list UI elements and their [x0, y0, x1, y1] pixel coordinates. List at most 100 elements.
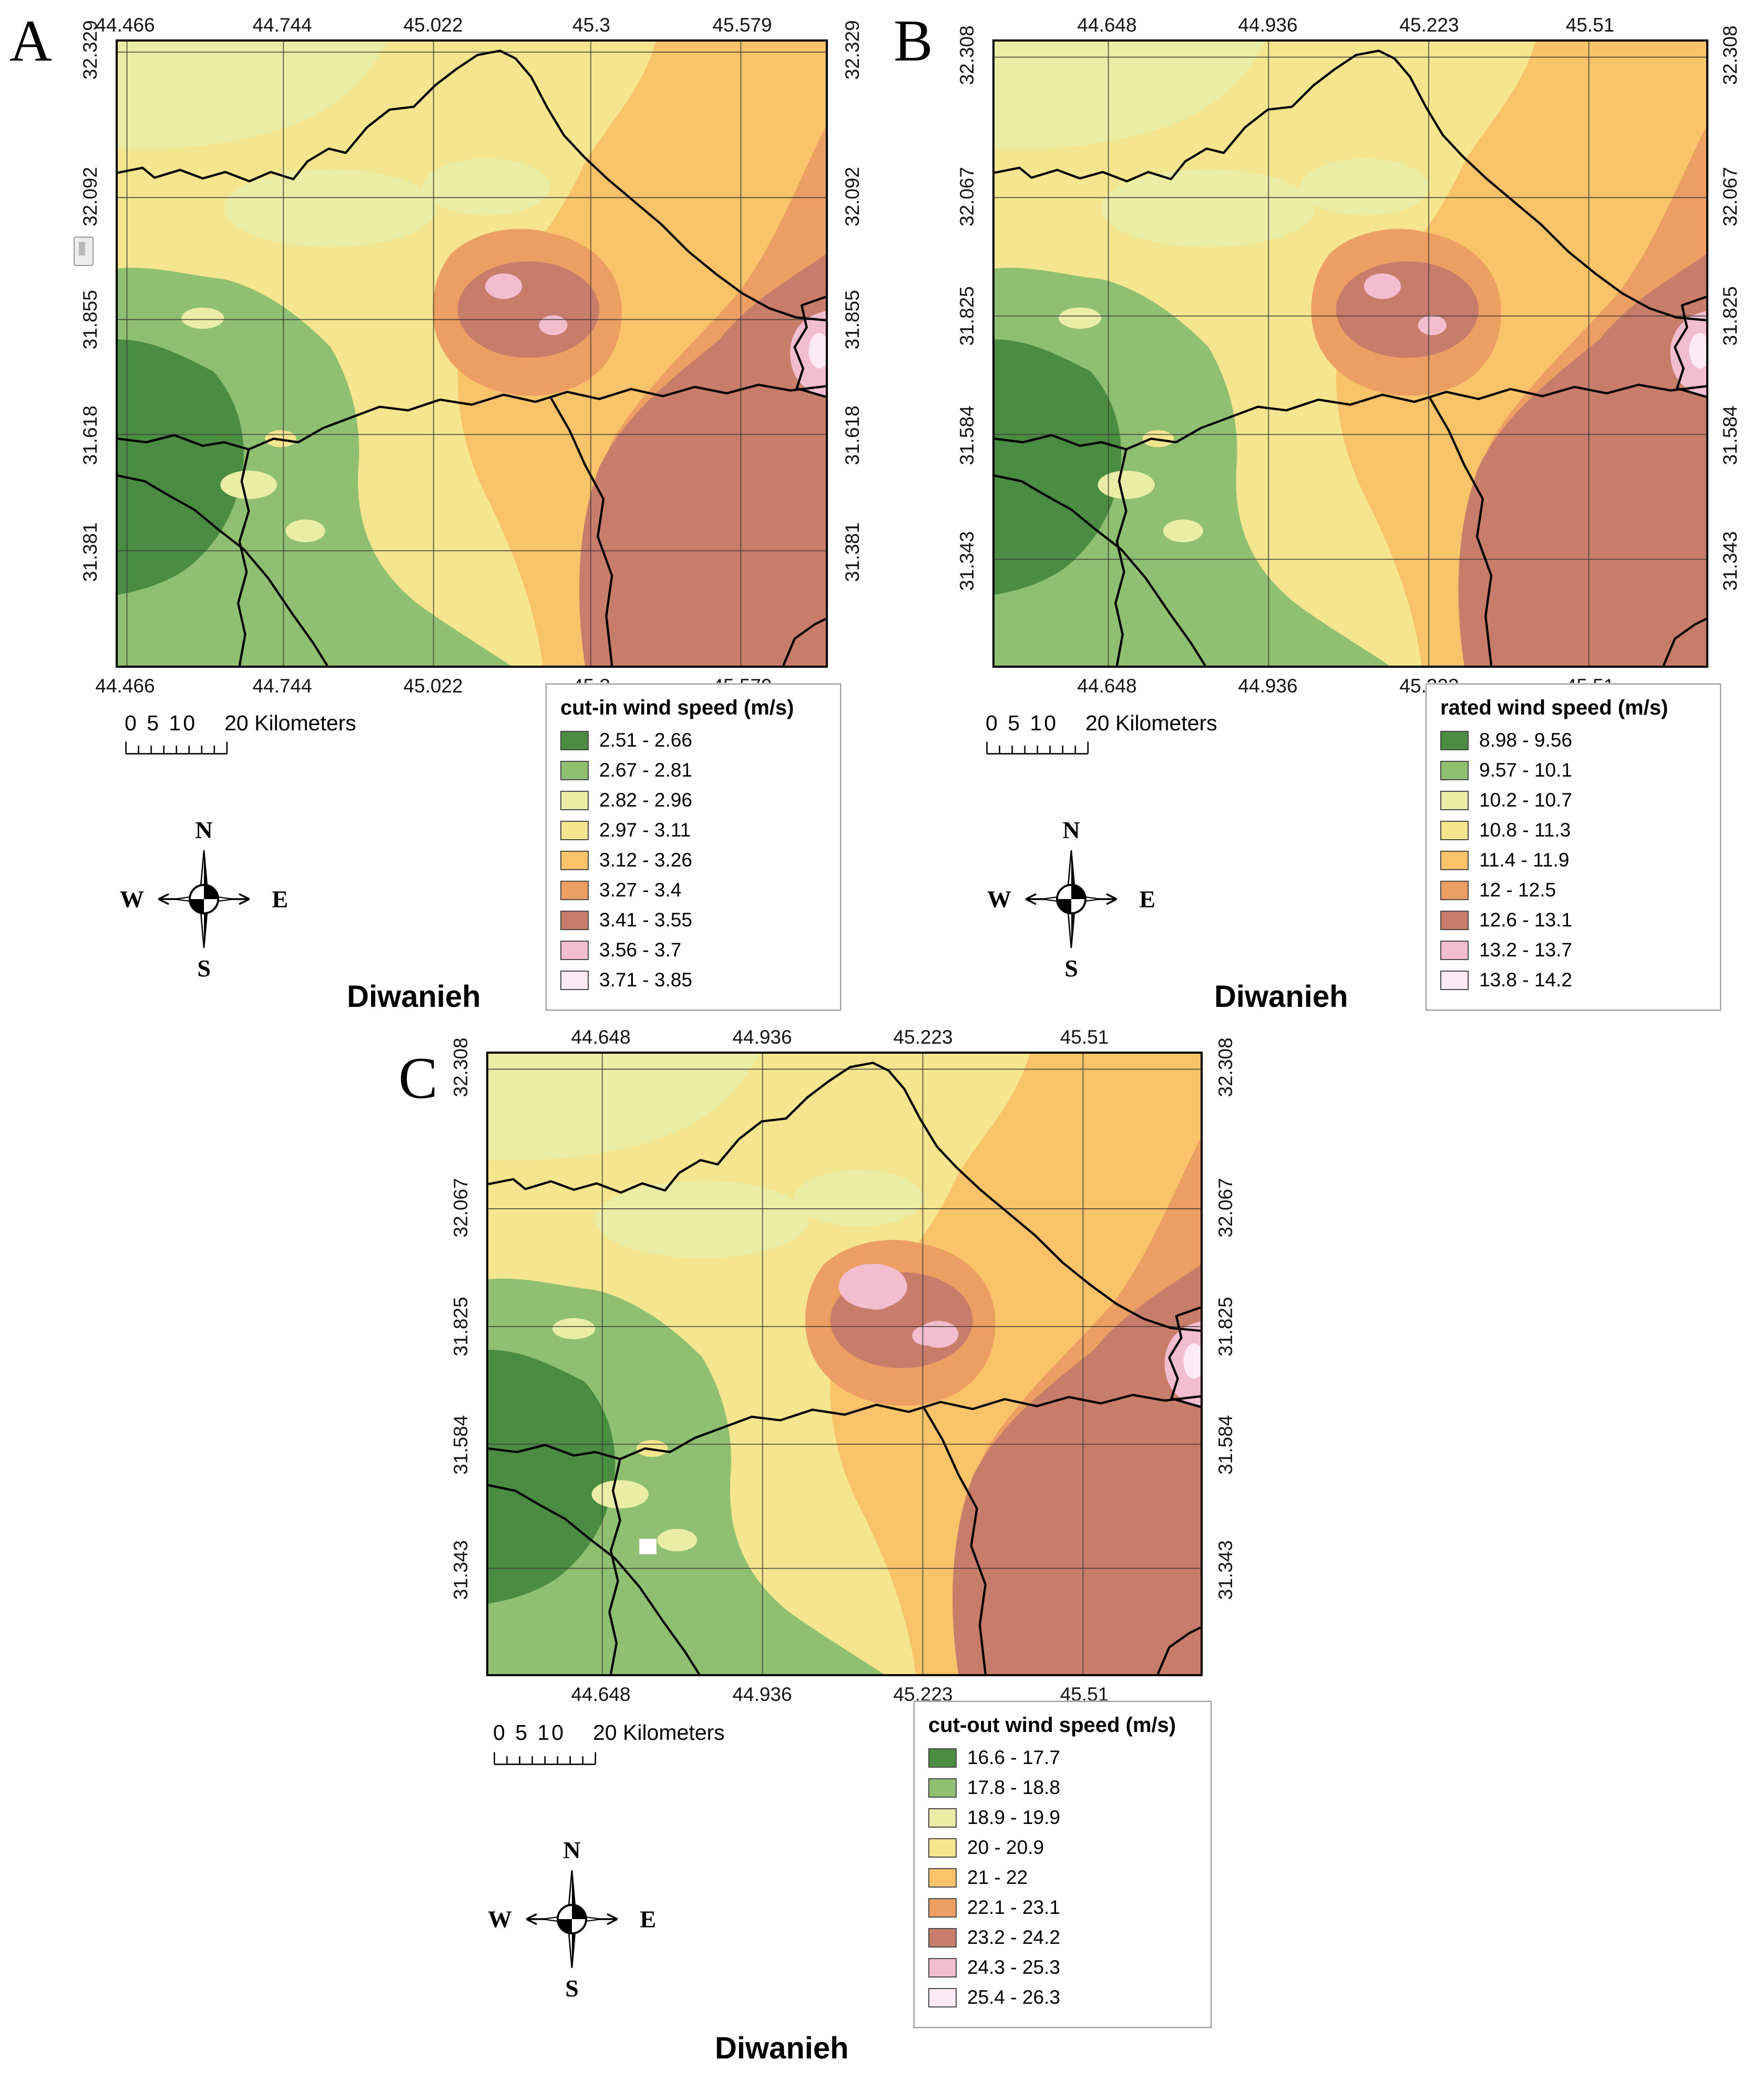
legend-swatch [928, 1987, 957, 2007]
x-tick-label: 45.022 [403, 675, 463, 697]
legend-row: 16.6 - 17.7 [928, 1747, 1197, 1769]
graticule-c [488, 1054, 1201, 1674]
panel-letter-c: C [398, 1046, 438, 1111]
y-tick-label: 32.092 [842, 167, 863, 227]
legend-class-label: 10.8 - 11.3 [1479, 819, 1571, 841]
legend-class-label: 13.2 - 13.7 [1479, 939, 1572, 961]
legend-swatch [560, 940, 589, 960]
legend-class-label: 12.6 - 13.1 [1479, 909, 1572, 931]
legend-swatch [1440, 820, 1469, 840]
legend-swatch [560, 760, 589, 780]
legend-swatch [928, 1838, 957, 1858]
scale-numbers: 0 5 10 [493, 1720, 566, 1745]
legend-row: 21 - 22 [928, 1867, 1197, 1889]
x-tick-label: 45.579 [712, 14, 772, 36]
legend-class-label: 21 - 22 [967, 1867, 1028, 1888]
legend-class-label: 24.3 - 25.3 [967, 1956, 1060, 1978]
y-tick-label: 31.584 [1215, 1415, 1236, 1475]
compass-east-label: E [640, 1905, 656, 1933]
scale-numbers: 0 5 10 [986, 711, 1058, 735]
compass-north-label: N [563, 1837, 581, 1863]
scale-units: 20 Kilometers [224, 711, 356, 735]
y-tick-label: 32.308 [1215, 1037, 1236, 1097]
legend-class-label: 10.2 - 10.7 [1479, 789, 1572, 811]
y-tick-label: 31.855 [79, 290, 101, 350]
legend-swatch [928, 1898, 957, 1918]
place-label: Diwanieh [1214, 980, 1348, 1014]
place-label: Diwanieh [347, 980, 481, 1014]
x-tick-label: 45.022 [403, 14, 463, 36]
graticule-b [995, 42, 1706, 666]
x-tick-label: 45.223 [893, 1026, 953, 1048]
legend-class-label: 2.97 - 3.11 [599, 819, 691, 841]
legend-class-label: 11.4 - 11.9 [1479, 849, 1570, 871]
y-tick-label: 31.343 [1215, 1540, 1236, 1600]
compass-south-label: S [565, 1975, 579, 2002]
legend-row: 17.8 - 18.8 [928, 1777, 1197, 1799]
y-tick-label: 31.584 [1719, 405, 1741, 465]
place-label: Diwanieh [715, 2031, 849, 2065]
legend-row: 2.51 - 2.66 [560, 729, 826, 751]
compass-west-label: W [987, 885, 1011, 913]
legend-row: 12.6 - 13.1 [1440, 909, 1706, 931]
y-tick-label: 31.618 [842, 405, 863, 465]
legend-class-label: 2.51 - 2.66 [599, 729, 692, 751]
legend-swatch [560, 820, 589, 840]
legend-class-label: 3.71 - 3.85 [599, 969, 692, 991]
legend-class-label: 2.67 - 2.81 [599, 759, 692, 781]
map-c-canvas [488, 1054, 1201, 1674]
x-tick-label: 44.936 [1238, 675, 1298, 697]
legend-title: rated wind speed (m/s) [1440, 696, 1668, 719]
legend-swatch [560, 880, 589, 900]
legend-swatch [928, 1958, 957, 1977]
x-tick-label: 45.51 [1565, 14, 1615, 36]
x-tick-label: 44.744 [252, 675, 312, 697]
legend-class-label: 25.4 - 26.3 [967, 1986, 1060, 2008]
y-tick-label: 32.067 [1215, 1178, 1236, 1238]
legend-swatch [560, 790, 589, 810]
compass-east-label: E [1139, 885, 1155, 913]
compass-rose: N S W E [488, 1837, 656, 2002]
legend-swatch [1440, 730, 1469, 750]
map-a-canvas [118, 42, 826, 666]
legend-row: 25.4 - 26.3 [928, 1986, 1197, 2009]
y-tick-label: 31.855 [842, 290, 863, 350]
y-tick-label: 31.584 [450, 1415, 472, 1475]
y-tick-label: 31.381 [842, 522, 863, 582]
scale-bar-text: 0 5 10 20 Kilometers [125, 711, 356, 736]
legend-class-label: 13.8 - 14.2 [1479, 969, 1572, 991]
map-b-canvas [995, 42, 1706, 666]
y-tick-label: 32.329 [79, 20, 101, 80]
legend-row: 2.97 - 3.11 [560, 819, 826, 841]
x-tick-label: 44.936 [1238, 14, 1298, 36]
scale-bar-text: 0 5 10 20 Kilometers [986, 711, 1217, 736]
legend-swatch [1440, 880, 1469, 900]
legend-row: 11.4 - 11.9 [1440, 849, 1706, 871]
compass-north-label: N [195, 817, 213, 843]
y-tick-label: 32.308 [956, 25, 978, 85]
legend-row: 18.9 - 19.9 [928, 1807, 1197, 1829]
legend-class-label: 3.27 - 3.4 [599, 879, 682, 901]
legend-row: 10.8 - 11.3 [1440, 819, 1706, 841]
legend-row: 8.98 - 9.56 [1440, 729, 1706, 751]
legend-class-label: 3.56 - 3.7 [599, 939, 682, 961]
map-b [992, 39, 1708, 668]
legend-class-label: 12 - 12.5 [1479, 879, 1556, 901]
legend-row: 23.2 - 24.2 [928, 1926, 1197, 1949]
legend-row: 2.67 - 2.81 [560, 759, 826, 781]
legend-class-label: 23.2 - 24.2 [967, 1926, 1060, 1948]
legend-rated: rated wind speed (m/s) 8.98 - 9.56 9.57 … [1426, 684, 1721, 1011]
x-tick-label: 44.648 [1077, 675, 1137, 697]
legend-swatch [1440, 940, 1469, 960]
legend-swatch [1440, 850, 1469, 870]
legend-row: 3.41 - 3.55 [560, 909, 826, 931]
compass-south-label: S [1064, 955, 1078, 982]
x-tick-label: 45.51 [1060, 1026, 1109, 1048]
legend-row: 13.2 - 13.7 [1440, 939, 1706, 961]
legend-class-label: 2.82 - 2.96 [599, 789, 692, 811]
scale-numbers: 0 5 10 [125, 711, 197, 735]
y-tick-label: 32.067 [450, 1178, 472, 1238]
y-tick-label: 31.343 [450, 1540, 472, 1600]
legend-swatch [1440, 970, 1469, 990]
x-tick-label: 45.223 [1399, 14, 1459, 36]
